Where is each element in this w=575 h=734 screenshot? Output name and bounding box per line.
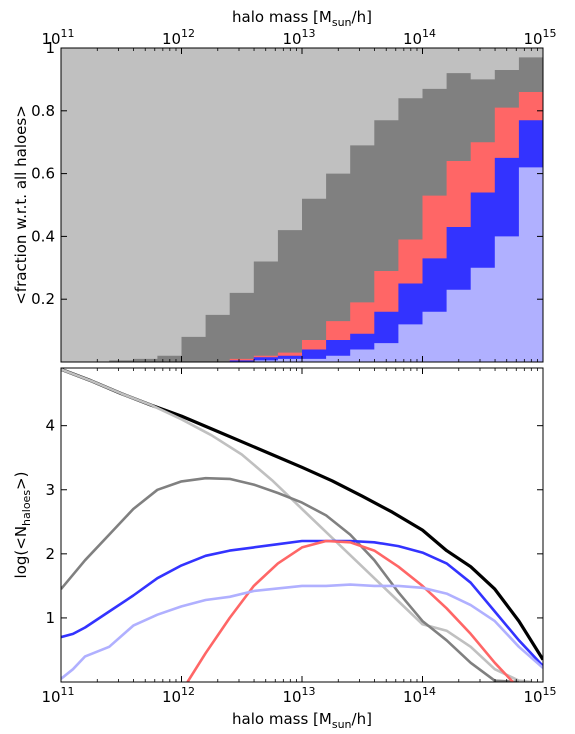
- counts-x-tick-label: 1013: [282, 685, 315, 706]
- counts-x-tick-label: 1015: [523, 685, 556, 706]
- counts-y-axis-label: log(<Nhaloes>): [12, 472, 33, 579]
- fraction-y-axis-label: <fraction w.r.t. all haloes>: [12, 105, 30, 305]
- counts-panel: 1011 1012 1013 1014 1015 1 2 3 4 halo mass [Msun…: [12, 367, 557, 731]
- counts-ticks: 1011 1012 1013 1014 1015 1 2 3 4: [41, 368, 557, 706]
- counts-x-tick-label: 1012: [162, 685, 195, 706]
- fraction-y-tick-label: 0.4: [31, 227, 55, 245]
- top-x-axis-label: halo mass [Msun/h]: [232, 8, 372, 29]
- counts-x-tick-label: 1014: [403, 685, 436, 706]
- counts-y-tick-label: 1: [45, 609, 55, 627]
- counts-series-line-5: [186, 539, 514, 682]
- fraction-panel: 1011 1012 1013 1014 1015 0.2 0.4 0.6 0.8 1 halo m…: [12, 8, 557, 363]
- counts-panel-background: [61, 368, 543, 682]
- fraction-y-tick-label: 0.2: [31, 290, 55, 308]
- bottom-x-axis-label: halo mass [Msun/h]: [232, 710, 372, 731]
- fraction-layer-4: [61, 167, 543, 362]
- counts-y-tick-label: 2: [45, 545, 55, 563]
- counts-y-tick-label: 3: [45, 481, 55, 499]
- fraction-y-tick-label: 0.6: [31, 165, 55, 183]
- fraction-x-tick-label: 1011: [41, 27, 74, 48]
- counts-x-tick-label: 1011: [41, 685, 74, 706]
- fraction-y-tick-label: 0.8: [31, 102, 55, 120]
- counts-series-line-6: [61, 583, 543, 680]
- fraction-x-tick-label: 1014: [403, 27, 436, 48]
- counts-plot-area: [61, 368, 543, 682]
- fraction-y-tick-label: 1: [45, 39, 55, 57]
- counts-y-tick-label: 4: [45, 417, 55, 435]
- fraction-x-tick-label: 1013: [282, 27, 315, 48]
- counts-series-line-3: [61, 476, 519, 682]
- counts-series-line-2: [61, 368, 532, 682]
- fraction-x-tick-label: 1015: [523, 27, 556, 48]
- fraction-layer-3: [61, 120, 543, 362]
- fraction-ticks: 1011 1012 1013 1014 1015 0.2 0.4 0.6 0.8 1: [31, 27, 557, 362]
- fraction-x-tick-label: 1012: [162, 27, 195, 48]
- fraction-plot-area: [61, 48, 543, 363]
- counts-series-line-4: [61, 539, 543, 667]
